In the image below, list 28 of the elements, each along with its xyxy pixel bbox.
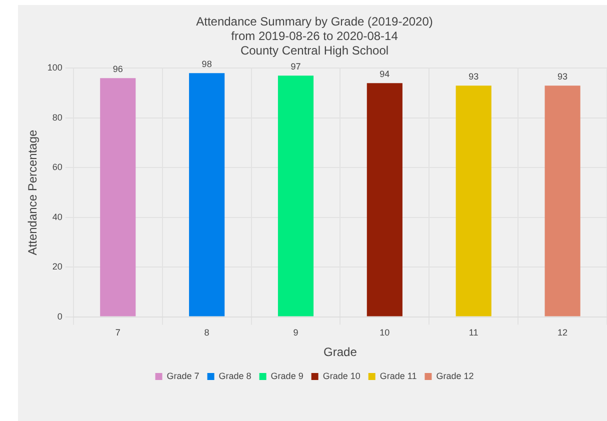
data-label: 93 <box>468 72 479 82</box>
chart-title: Attendance Summary by Grade (2019-2020) <box>196 14 433 29</box>
legend-label: Grade 7 <box>166 370 200 381</box>
legend-label: Grade 10 <box>322 370 360 381</box>
legend-label: Grade 8 <box>218 370 252 381</box>
legend-label: Grade 12 <box>436 370 474 381</box>
y-axis-title: Attendance Percentage <box>26 129 40 256</box>
y-tick-label: 20 <box>52 262 62 272</box>
x-axis-title: Grade <box>324 345 358 360</box>
x-tick-label: 8 <box>204 328 210 338</box>
x-tick-label: 11 <box>468 328 478 338</box>
y-tick-label: 100 <box>47 62 62 73</box>
data-label: 93 <box>558 72 568 82</box>
data-label: 94 <box>380 69 390 80</box>
y-tick-label: 80 <box>52 112 62 122</box>
x-tick-label: 12 <box>558 328 568 338</box>
data-label: 97 <box>290 62 301 72</box>
x-tick-label: 7 <box>115 328 120 338</box>
legend-label: Grade 9 <box>270 370 304 381</box>
data-label: 96 <box>112 64 123 74</box>
chart-subtitle: from 2019-08-26 to 2020-08-14 County Central High School <box>231 28 398 58</box>
legend-label: Grade 11 <box>380 370 417 381</box>
data-label: 98 <box>202 59 212 70</box>
y-tick-label: 60 <box>52 162 62 172</box>
x-tick-label: 10 <box>380 328 390 338</box>
y-tick-label: 40 <box>52 212 62 222</box>
y-tick-label: 0 <box>57 311 62 322</box>
x-tick-label: 9 <box>293 328 298 338</box>
